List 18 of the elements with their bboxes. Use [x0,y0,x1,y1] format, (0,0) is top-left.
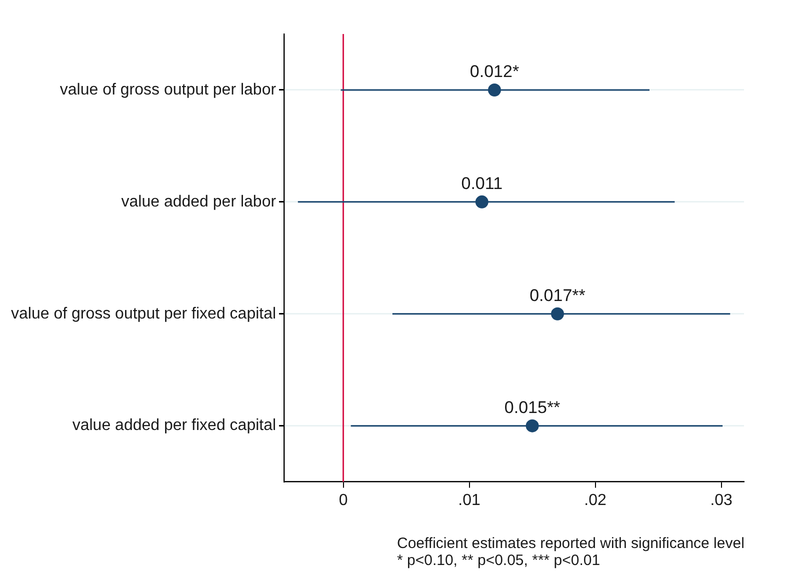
point [551,307,564,320]
data-label: 0.012* [470,62,520,82]
y-tick-label: value added per labor [121,193,277,210]
y-tick-label: value of gross output per fixed capital [11,305,276,322]
x-tick-label: .01 [458,492,481,509]
y-tick-label: value of gross output per labor [60,81,277,98]
x-tick-label: 0 [338,492,348,509]
data-label: 0.017** [530,286,586,306]
x-tick-label: .03 [710,492,733,509]
point [488,83,501,96]
data-label: 0.011 [461,174,503,194]
x-tick-label: .02 [584,492,607,509]
text: Coefficient estimates reported with significance level [397,535,746,552]
data-label: 0.015** [504,398,561,418]
y-tick-label: value added per fixed capital [72,417,276,434]
text: * p<0.10, ** p<0.05, *** p<0.01 [397,552,602,569]
point [475,195,488,208]
point [526,419,539,432]
